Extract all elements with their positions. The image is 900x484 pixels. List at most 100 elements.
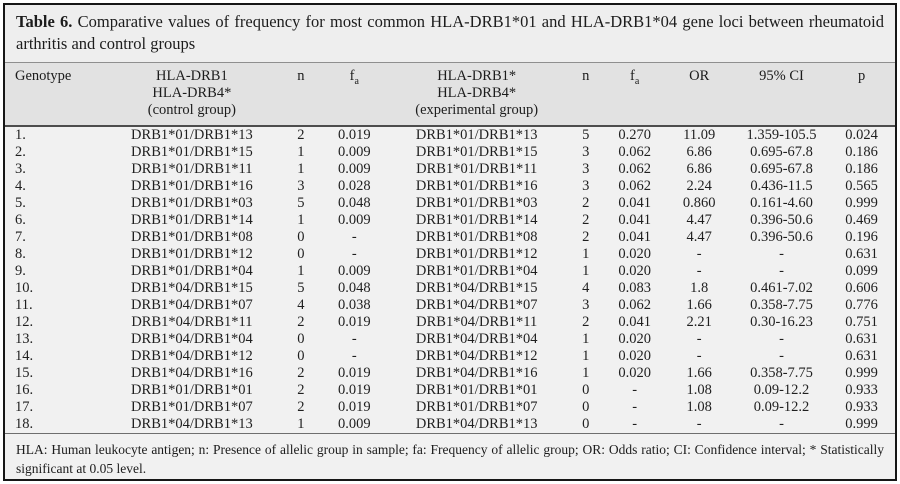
confidence-interval: 0.695-67.8 — [750, 144, 813, 160]
control-fa: - — [351, 229, 357, 245]
experimental-genotype: DRB1*01/DRB1*07 — [415, 399, 538, 415]
table-row: 15. DRB1*04/DRB1*16 2 0.019 DRB1*04/DRB1*16 1… — [5, 365, 895, 382]
table-caption-label: Table 6. — [16, 12, 73, 31]
experimental-n: 1 — [582, 348, 590, 364]
confidence-interval: 0.358-7.75 — [750, 365, 813, 381]
experimental-genotype: DRB1*04/DRB1*12 — [415, 348, 538, 364]
odds-ratio: 11.09 — [683, 127, 716, 143]
col-control-group: HLA-DRB1 HLA-DRB4* (control group) — [102, 63, 281, 127]
col-fa-control: fa — [320, 63, 388, 127]
control-fa: 0.019 — [338, 382, 371, 398]
table-row: 11. DRB1*04/DRB1*07 4 0.038 DRB1*04/DRB1*07 3… — [5, 297, 895, 314]
p-value: 0.776 — [845, 297, 878, 313]
control-genotype: DRB1*01/DRB1*04 — [131, 263, 253, 279]
control-fa: 0.048 — [338, 280, 371, 296]
row-index: 6. — [15, 212, 26, 228]
table-caption: Table 6. Comparative values of frequency… — [5, 5, 895, 63]
experimental-fa: 0.062 — [618, 178, 651, 194]
p-value: 0.631 — [845, 331, 878, 347]
experimental-n: 3 — [582, 297, 590, 313]
row-index: 4. — [15, 178, 26, 194]
p-value: 0.999 — [845, 365, 878, 381]
header-row: Genotype HLA-DRB1 HLA-DRB4* (control gro… — [5, 63, 895, 127]
control-genotype: DRB1*01/DRB1*13 — [131, 127, 253, 143]
control-genotype: DRB1*01/DRB1*11 — [131, 161, 253, 177]
control-n: 0 — [297, 348, 305, 364]
experimental-genotype: DRB1*01/DRB1*08 — [415, 229, 538, 245]
confidence-interval: - — [779, 331, 784, 347]
experimental-n: 2 — [582, 314, 590, 330]
col-exp-line1: HLA-DRB1* — [437, 68, 517, 84]
p-value: 0.469 — [845, 212, 878, 228]
table-row: 14. DRB1*04/DRB1*12 0 - DRB1*04/DRB1*12 1 0.02… — [5, 348, 895, 365]
control-fa: - — [351, 246, 357, 262]
control-fa: 0.019 — [338, 127, 371, 143]
control-genotype: DRB1*01/DRB1*12 — [131, 246, 253, 262]
experimental-n: 0 — [582, 382, 590, 398]
p-value: 0.631 — [845, 348, 878, 364]
table-row: 6. DRB1*01/DRB1*14 1 0.009 DRB1*01/DRB1*14 2 0… — [5, 212, 895, 229]
col-experimental-group: HLA-DRB1* HLA-DRB4* (experimental group) — [387, 63, 566, 127]
experimental-genotype: DRB1*01/DRB1*04 — [415, 263, 538, 279]
control-n: 1 — [297, 161, 305, 177]
control-n: 4 — [297, 297, 305, 313]
odds-ratio: 6.86 — [686, 144, 712, 160]
control-genotype: DRB1*01/DRB1*03 — [131, 195, 253, 211]
control-fa: 0.019 — [338, 399, 371, 415]
table-row: 16. DRB1*01/DRB1*01 2 0.019 DRB1*01/DRB1*01 0… — [5, 382, 895, 399]
table-row: 9. DRB1*01/DRB1*04 1 0.009 DRB1*01/DRB1*04 1 0… — [5, 263, 895, 280]
experimental-n: 3 — [582, 161, 590, 177]
odds-ratio: 2.21 — [686, 314, 712, 330]
control-n: 1 — [297, 263, 305, 279]
odds-ratio: 6.86 — [686, 161, 712, 177]
control-n: 0 — [297, 331, 305, 347]
control-genotype: DRB1*04/DRB1*11 — [131, 314, 253, 330]
row-index: 8. — [15, 246, 26, 262]
experimental-fa: 0.020 — [618, 331, 651, 347]
control-fa: 0.019 — [338, 314, 371, 330]
experimental-genotype: DRB1*01/DRB1*12 — [415, 246, 538, 262]
experimental-genotype: DRB1*04/DRB1*13 — [415, 416, 538, 432]
row-index: 15. — [15, 365, 34, 381]
p-value: 0.751 — [845, 314, 878, 330]
row-index: 10. — [15, 280, 34, 296]
control-genotype: DRB1*04/DRB1*15 — [131, 280, 253, 296]
table-row: 17. DRB1*01/DRB1*07 2 0.019 DRB1*01/DRB1*07 0… — [5, 399, 895, 416]
control-fa: 0.009 — [338, 144, 371, 160]
col-fa-experimental: fa — [605, 63, 664, 127]
row-index: 1. — [15, 127, 26, 143]
control-fa: 0.048 — [338, 195, 371, 211]
control-genotype: DRB1*04/DRB1*07 — [131, 297, 253, 313]
experimental-n: 2 — [582, 229, 590, 245]
experimental-genotype: DRB1*04/DRB1*16 — [415, 365, 538, 381]
control-n: 2 — [297, 399, 305, 415]
control-genotype: DRB1*01/DRB1*01 — [131, 382, 253, 398]
confidence-interval: - — [779, 416, 784, 432]
table-footnote: HLA: Human leukocyte antigen; n: Presenc… — [5, 433, 895, 479]
odds-ratio: 1.66 — [686, 297, 712, 313]
p-value: 0.606 — [845, 280, 878, 296]
table-row: 5. DRB1*01/DRB1*03 5 0.048 DRB1*01/DRB1*03 2 0… — [5, 195, 895, 212]
odds-ratio: - — [696, 348, 702, 364]
control-n: 2 — [297, 382, 305, 398]
confidence-interval: 0.396-50.6 — [750, 212, 813, 228]
control-n: 1 — [297, 212, 305, 228]
experimental-fa: 0.083 — [618, 280, 651, 296]
odds-ratio: - — [696, 331, 702, 347]
table-row: 18. DRB1*04/DRB1*13 1 0.009 DRB1*04/DRB1*13 0… — [5, 416, 895, 433]
experimental-genotype: DRB1*01/DRB1*15 — [415, 144, 538, 160]
experimental-fa: 0.020 — [618, 246, 651, 262]
data-table: Genotype HLA-DRB1 HLA-DRB4* (control gro… — [5, 63, 895, 433]
table-row: 13. DRB1*04/DRB1*04 0 - DRB1*04/DRB1*04 1 0.02… — [5, 331, 895, 348]
row-index: 13. — [15, 331, 34, 347]
p-value: 0.196 — [845, 229, 878, 245]
control-n: 0 — [297, 229, 305, 245]
control-genotype: DRB1*04/DRB1*13 — [131, 416, 253, 432]
experimental-n: 2 — [582, 195, 590, 211]
col-ci: 95% CI — [734, 63, 829, 127]
table-row: 3. DRB1*01/DRB1*11 1 0.009 DRB1*01/DRB1*11 3 0… — [5, 161, 895, 178]
control-fa: - — [351, 331, 357, 347]
table-header: Genotype HLA-DRB1 HLA-DRB4* (control gro… — [5, 63, 895, 127]
p-value: 0.024 — [845, 127, 878, 143]
row-index: 11. — [15, 297, 33, 313]
